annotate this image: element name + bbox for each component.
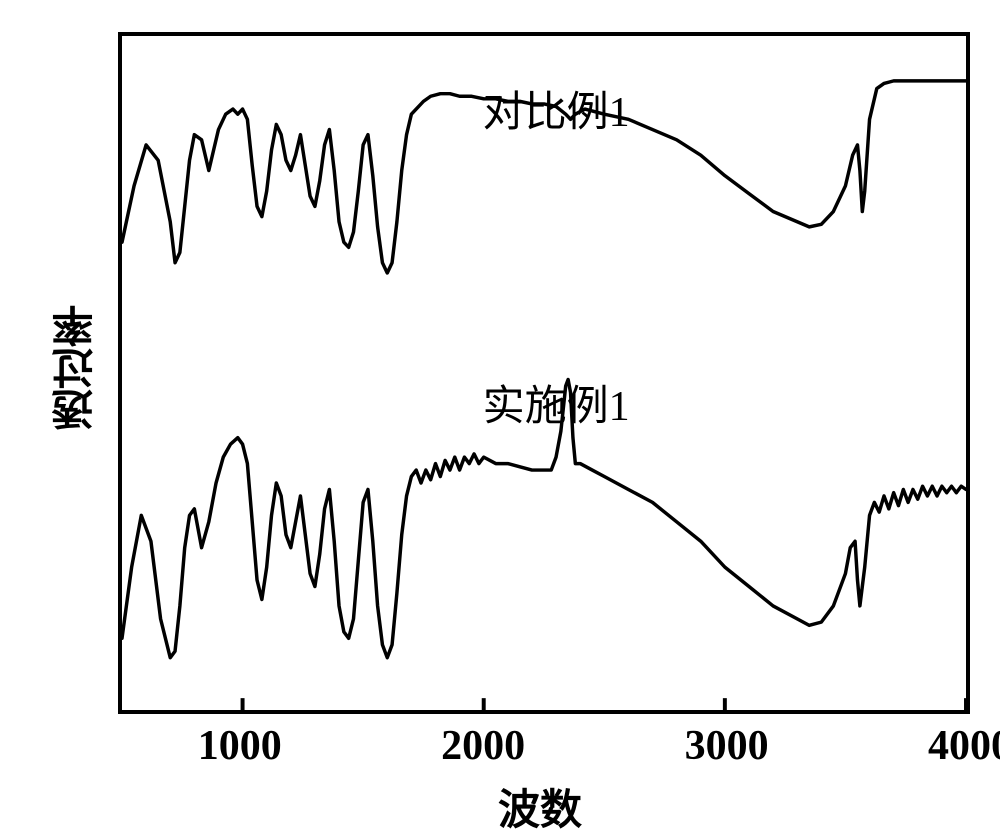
- x-tick-label: 1000: [198, 722, 282, 770]
- series-label-1: 实施例1: [483, 372, 630, 433]
- x-tick-label: 4000: [928, 722, 1000, 770]
- series-label-0: 对比例1: [483, 78, 630, 139]
- x-tick-label: 2000: [441, 722, 525, 770]
- x-axis-label: 波数: [480, 776, 600, 837]
- x-tick-label: 3000: [685, 722, 769, 770]
- chart-container: 透过率 1000 2000 3000 4000 波数 对比例1 实施例1: [0, 0, 1000, 838]
- y-axis-label: 透过率: [46, 258, 107, 478]
